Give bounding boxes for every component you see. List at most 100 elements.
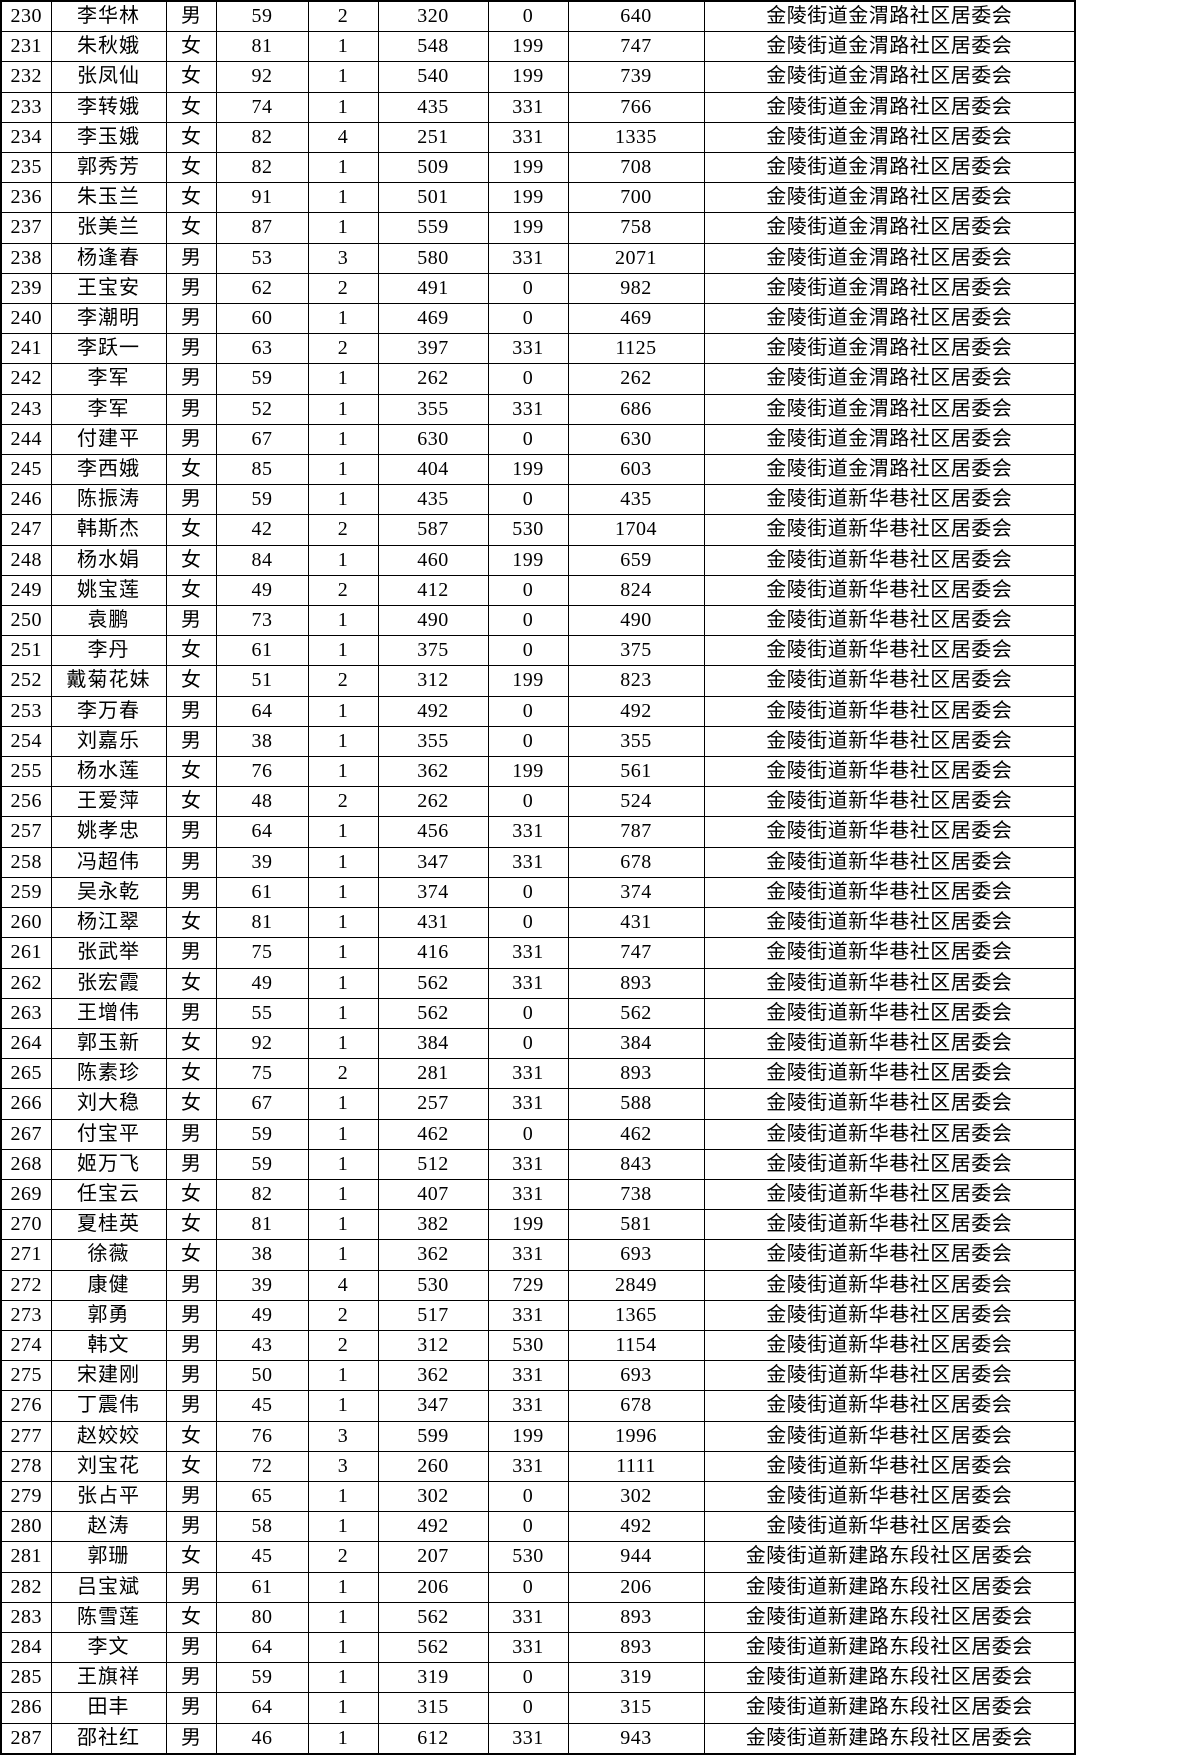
cell-community: 金陵街道新华巷社区居委会 <box>703 695 1076 727</box>
cell-count: 1 <box>307 1571 379 1603</box>
cell-amount-b: 0 <box>487 997 569 1029</box>
cell-amount-b: 331 <box>487 937 569 969</box>
cell-total: 1154 <box>567 1329 705 1362</box>
cell-count: 3 <box>307 1420 379 1452</box>
cell-amount-a: 312 <box>377 665 489 697</box>
cell-community: 金陵街道新华巷社区居委会 <box>703 635 1076 667</box>
cell-sex: 女 <box>165 665 217 697</box>
cell-age: 45 <box>215 1390 309 1422</box>
cell-total: 2849 <box>567 1269 705 1301</box>
cell-amount-a: 559 <box>377 212 489 244</box>
cell-total: 686 <box>567 393 705 425</box>
cell-name: 赵涛 <box>50 1511 167 1543</box>
cell-community: 金陵街道新华巷社区居委会 <box>703 786 1076 818</box>
cell-total: 1111 <box>567 1450 705 1482</box>
cell-seq: 241 <box>0 333 52 365</box>
cell-sex: 男 <box>165 846 217 878</box>
cell-age: 64 <box>215 1692 309 1724</box>
cell-age: 81 <box>215 1209 309 1241</box>
cell-name: 付宝平 <box>50 1118 167 1150</box>
cell-age: 53 <box>215 242 309 274</box>
cell-count: 1 <box>307 1027 379 1060</box>
cell-community: 金陵街道金渭路社区居委会 <box>703 31 1076 63</box>
table-row: 279 张占平男 65 1 302 0 302 金陵街道新华巷社区居委会 <box>0 1480 1076 1513</box>
cell-seq: 246 <box>0 484 52 516</box>
cell-seq: 287 <box>0 1722 52 1755</box>
cell-total: 693 <box>567 1239 705 1271</box>
cell-sex: 女 <box>165 635 217 667</box>
cell-amount-a: 355 <box>377 393 489 425</box>
cell-name: 吴永乾 <box>50 876 167 909</box>
cell-name: 姚孝忠 <box>50 816 167 848</box>
cell-count: 2 <box>307 1299 379 1331</box>
cell-amount-b: 199 <box>487 1420 569 1452</box>
cell-age: 49 <box>215 967 309 999</box>
cell-count: 2 <box>307 574 379 607</box>
table-row: 254 刘嘉乐男 38 1 355 0 355 金陵街道新华巷社区居委会 <box>0 725 1076 758</box>
cell-amount-b: 0 <box>487 303 569 335</box>
cell-seq: 267 <box>0 1118 52 1150</box>
cell-age: 64 <box>215 695 309 727</box>
cell-amount-b: 0 <box>487 605 569 637</box>
cell-community: 金陵街道金渭路社区居委会 <box>703 393 1076 425</box>
table-row: 233 李转娥女 74 1 435 331 766 金陵街道金渭路社区居委会 <box>0 91 1076 123</box>
cell-seq: 250 <box>0 605 52 637</box>
cell-name: 张美兰 <box>50 212 167 244</box>
data-table: 230 李华林男 59 2 320 0 640 金陵街道金渭路社区居委会 231 朱秋娥女 81 1 5… <box>0 0 1076 1755</box>
cell-age: 58 <box>215 1511 309 1543</box>
table-row: 258 冯超伟男 39 1 347 331 678 金陵街道新华巷社区居委会 <box>0 846 1076 878</box>
cell-community: 金陵街道新华巷社区居委会 <box>703 605 1076 637</box>
cell-age: 48 <box>215 786 309 818</box>
cell-community: 金陵街道新华巷社区居委会 <box>703 1239 1076 1271</box>
cell-age: 82 <box>215 1178 309 1211</box>
cell-age: 82 <box>215 121 309 154</box>
cell-name: 李文 <box>50 1631 167 1664</box>
cell-amount-a: 312 <box>377 1329 489 1362</box>
cell-total: 738 <box>567 1178 705 1211</box>
cell-community: 金陵街道金渭路社区居委会 <box>703 61 1076 93</box>
cell-age: 75 <box>215 1058 309 1090</box>
cell-name: 赵姣姣 <box>50 1420 167 1452</box>
cell-total: 982 <box>567 272 705 305</box>
cell-name: 李跃一 <box>50 333 167 365</box>
cell-name: 李军 <box>50 393 167 425</box>
cell-amount-a: 599 <box>377 1420 489 1452</box>
cell-count: 1 <box>307 605 379 637</box>
cell-age: 74 <box>215 91 309 123</box>
cell-sex: 女 <box>165 1541 217 1573</box>
cell-age: 64 <box>215 816 309 848</box>
cell-age: 50 <box>215 1360 309 1392</box>
cell-count: 1 <box>307 937 379 969</box>
table-row: 285 王旗祥男 59 1 319 0 319 金陵街道新建路东段社区居委会 <box>0 1662 1076 1694</box>
cell-sex: 女 <box>165 756 217 788</box>
cell-seq: 262 <box>0 967 52 999</box>
cell-amount-a: 407 <box>377 1178 489 1211</box>
table-row: 238 杨逢春男 53 3 580 331 2071 金陵街道金渭路社区居委会 <box>0 242 1076 274</box>
table-row: 257 姚孝忠男 64 1 456 331 787 金陵街道新华巷社区居委会 <box>0 816 1076 848</box>
cell-amount-a: 562 <box>377 967 489 999</box>
cell-count: 1 <box>307 756 379 788</box>
cell-amount-b: 331 <box>487 816 569 848</box>
cell-sex: 男 <box>165 605 217 637</box>
cell-seq: 268 <box>0 1148 52 1180</box>
cell-name: 戴菊花妹 <box>50 665 167 697</box>
cell-amount-a: 492 <box>377 695 489 727</box>
cell-community: 金陵街道新华巷社区居委会 <box>703 1480 1076 1513</box>
cell-count: 1 <box>307 484 379 516</box>
cell-amount-a: 416 <box>377 937 489 969</box>
cell-count: 1 <box>307 1662 379 1694</box>
cell-amount-b: 331 <box>487 1631 569 1664</box>
cell-seq: 286 <box>0 1692 52 1724</box>
cell-amount-b: 199 <box>487 61 569 93</box>
cell-count: 3 <box>307 242 379 274</box>
cell-name: 康健 <box>50 1269 167 1301</box>
table-row: 231 朱秋娥女 81 1 548 199 747 金陵街道金渭路社区居委会 <box>0 31 1076 63</box>
table-row: 240 李潮明男 60 1 469 0 469 金陵街道金渭路社区居委会 <box>0 303 1076 335</box>
table-row: 245 李西娥女 85 1 404 199 603 金陵街道金渭路社区居委会 <box>0 454 1076 486</box>
cell-name: 陈雪莲 <box>50 1601 167 1633</box>
cell-seq: 257 <box>0 816 52 848</box>
cell-community: 金陵街道新华巷社区居委会 <box>703 816 1076 848</box>
cell-community: 金陵街道新华巷社区居委会 <box>703 1269 1076 1301</box>
cell-community: 金陵街道金渭路社区居委会 <box>703 212 1076 244</box>
cell-amount-b: 331 <box>487 1601 569 1633</box>
